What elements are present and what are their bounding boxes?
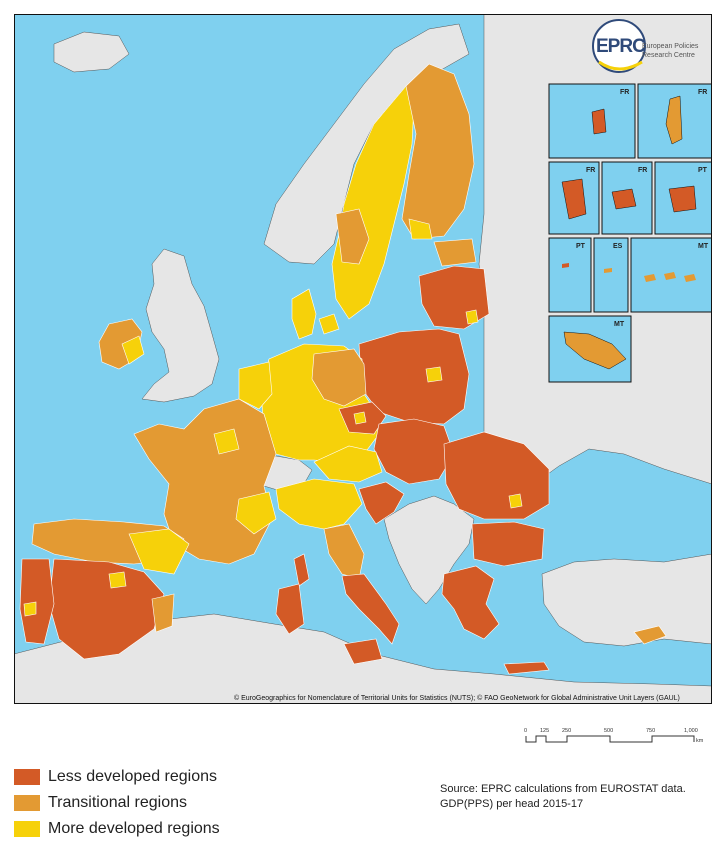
region-sicily bbox=[343, 638, 383, 665]
inset-frame-1 bbox=[548, 83, 636, 159]
inset-frame-2 bbox=[637, 83, 712, 159]
non-eu-land-iceland bbox=[53, 31, 130, 73]
region-sweden-transitional bbox=[335, 208, 370, 265]
legend-item-transitional: Transitional regions bbox=[14, 790, 220, 816]
inset-island-5 bbox=[668, 185, 697, 213]
region-crete bbox=[503, 661, 550, 675]
region-ireland-more bbox=[121, 335, 145, 365]
scale-tick-2: 250 bbox=[562, 728, 571, 734]
legend-item-more-developed: More developed regions bbox=[14, 816, 220, 842]
non-eu-land-turkey bbox=[541, 553, 712, 647]
legend-item-less-developed: Less developed regions bbox=[14, 764, 220, 790]
scale-tick-1: 125 bbox=[540, 728, 549, 734]
region-spain-more bbox=[128, 528, 190, 575]
scale-bar: 0 125 250 500 750 1,000 km bbox=[524, 728, 704, 744]
source-note: Source: EPRC calculations from EUROSTAT … bbox=[440, 782, 686, 812]
region-denmark-islands bbox=[318, 313, 340, 335]
inset-label-6: PT bbox=[576, 243, 586, 250]
inset-frame-4 bbox=[601, 161, 653, 235]
legend-label-transitional: Transitional regions bbox=[48, 794, 188, 811]
inset-island-7 bbox=[604, 268, 612, 273]
region-estonia bbox=[433, 238, 477, 267]
source-line-1: Source: EPRC calculations from EUROSTAT … bbox=[440, 783, 686, 795]
region-portugal-lisbon bbox=[23, 601, 37, 617]
legend-swatch-more-developed bbox=[14, 821, 40, 837]
scale-bar-line bbox=[525, 735, 695, 743]
copyright-notice: © EuroGeographics for Nomenclature of Te… bbox=[234, 694, 680, 702]
inset-label-3: FR bbox=[586, 167, 595, 174]
legend-swatch-less-developed bbox=[14, 769, 40, 785]
inset-island-2 bbox=[665, 95, 683, 145]
source-line-2: GDP(PPS) per head 2015-17 bbox=[440, 798, 584, 810]
inset-label-8: MT bbox=[698, 243, 709, 250]
region-austria bbox=[313, 445, 383, 483]
region-slovakia-hungary bbox=[373, 418, 455, 485]
inset-island-6 bbox=[562, 263, 569, 268]
inset-label-7: ES bbox=[613, 243, 623, 250]
region-bulgaria bbox=[471, 521, 545, 567]
region-poland-warsaw bbox=[425, 366, 443, 383]
region-france-rhone-alpes bbox=[235, 491, 277, 535]
region-czechia-prague bbox=[353, 411, 367, 425]
scale-tick-0: 0 bbox=[524, 728, 527, 734]
region-italy-south bbox=[341, 573, 400, 645]
non-eu-land-norway bbox=[263, 23, 470, 265]
region-romania-bucharest bbox=[508, 493, 523, 509]
inset-frame-7 bbox=[593, 237, 629, 313]
eu-regions-map: FR FR FR FR PT PT ES MT MT EPRC European… bbox=[14, 14, 712, 704]
region-portugal bbox=[19, 558, 55, 645]
inset-label-4: FR bbox=[638, 167, 647, 174]
region-cyprus bbox=[633, 625, 667, 645]
region-spain-madrid bbox=[108, 571, 127, 589]
region-finland-transitional bbox=[401, 63, 475, 240]
eprc-logo-line1: European Policies bbox=[642, 43, 699, 50]
legend-swatch-transitional bbox=[14, 795, 40, 811]
scale-tick-4: 750 bbox=[646, 728, 655, 734]
non-eu-land-great-britain bbox=[141, 248, 220, 403]
region-italy-north bbox=[275, 478, 363, 530]
region-france-paris bbox=[213, 428, 240, 455]
inset-island-9 bbox=[563, 331, 627, 370]
scale-unit: km bbox=[696, 738, 704, 744]
region-romania bbox=[443, 431, 550, 520]
inset-island-3 bbox=[561, 178, 587, 220]
inset-island-8 bbox=[644, 272, 696, 282]
non-eu-land-balkans bbox=[383, 495, 475, 605]
scale-tick-3: 500 bbox=[604, 728, 613, 734]
region-denmark bbox=[291, 288, 317, 340]
inset-panels: FR FR FR FR PT PT ES MT MT bbox=[548, 83, 712, 383]
region-greece bbox=[441, 565, 500, 640]
inset-label-9: MT bbox=[614, 321, 625, 328]
region-corsica bbox=[293, 553, 310, 587]
inset-label-5: PT bbox=[698, 167, 708, 174]
region-spain-centre bbox=[48, 558, 165, 660]
legend-label-more-developed: More developed regions bbox=[48, 820, 220, 837]
eprc-logo-line2: Research Centre bbox=[642, 52, 695, 59]
region-croatia bbox=[358, 481, 405, 525]
region-finland-more bbox=[408, 218, 433, 240]
region-germany-east-transitional bbox=[311, 348, 367, 407]
eprc-logo-mark: EPRC bbox=[596, 36, 646, 57]
inset-frame-6 bbox=[548, 237, 592, 313]
region-sardinia bbox=[275, 583, 305, 635]
eprc-logo-accent bbox=[598, 60, 643, 71]
inset-label-2: FR bbox=[698, 89, 707, 96]
scale-tick-5: 1,000 bbox=[684, 728, 698, 734]
legend-label-less-developed: Less developed regions bbox=[48, 768, 218, 785]
region-spain-east-transitional bbox=[151, 593, 175, 633]
legend: Less developed regions Transitional regi… bbox=[14, 764, 220, 842]
inset-island-1 bbox=[591, 108, 607, 135]
region-benelux bbox=[238, 361, 273, 410]
map-frame bbox=[14, 14, 712, 704]
eprc-logo: EPRC European Policies Research Centre bbox=[592, 19, 699, 73]
region-lithuania-vilnius bbox=[465, 309, 479, 325]
eprc-logo-ring bbox=[592, 19, 646, 73]
inset-label-1: FR bbox=[620, 89, 629, 96]
inset-island-4 bbox=[611, 188, 637, 210]
